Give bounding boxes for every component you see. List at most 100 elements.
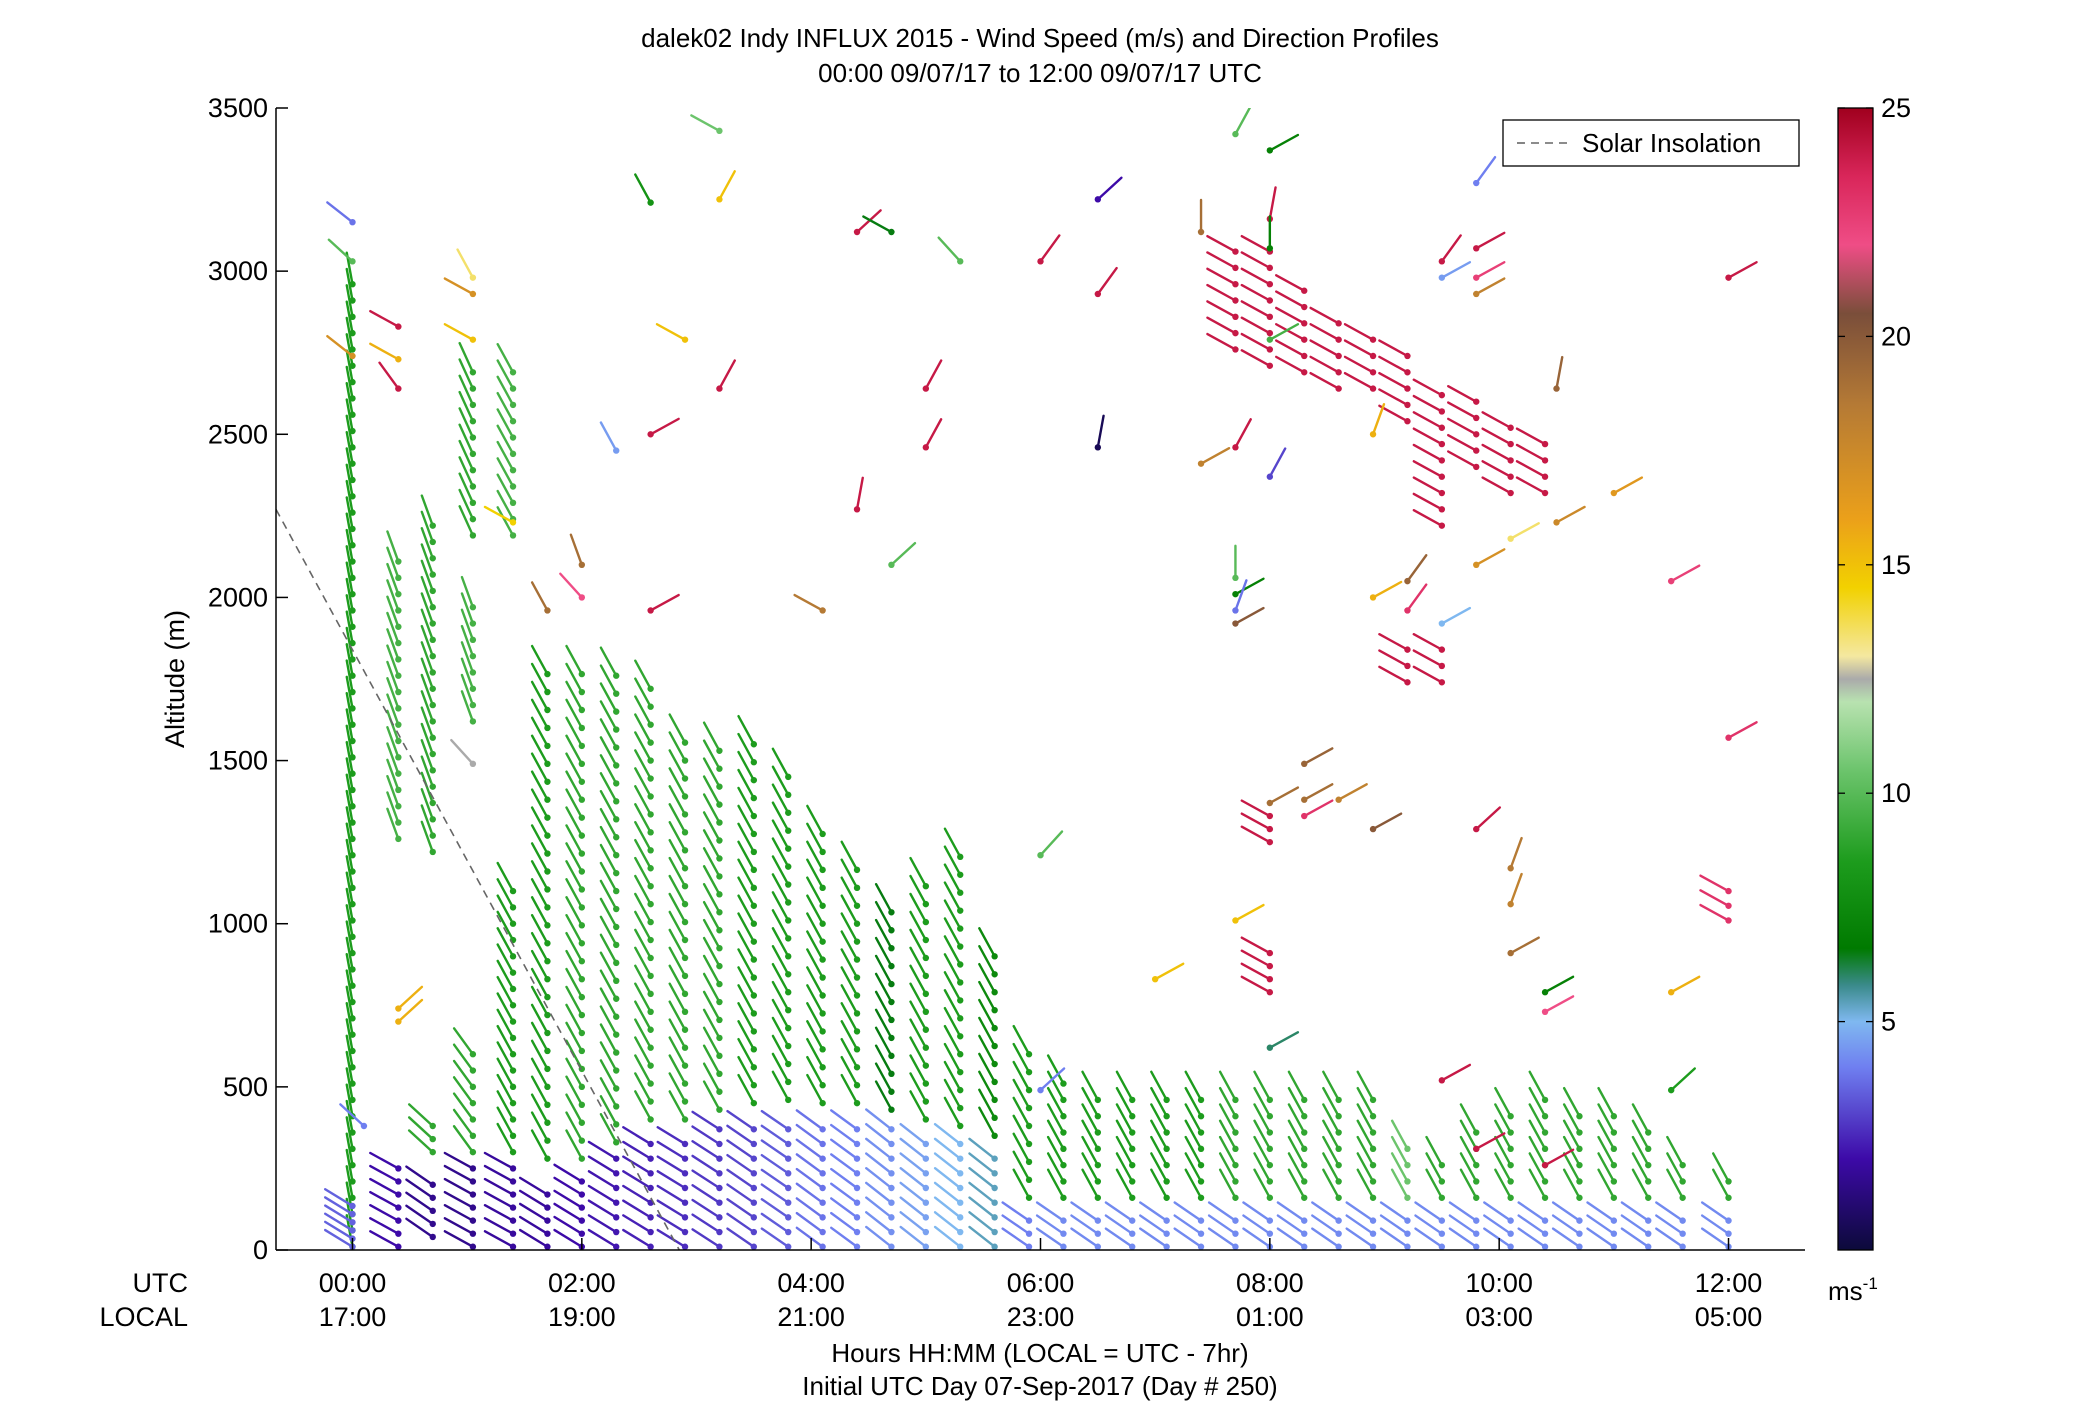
wind-barb-shaft	[496, 992, 515, 1023]
wind-barb-shaft	[1070, 1214, 1100, 1235]
wind-barb-shaft	[1390, 1152, 1409, 1183]
wind-barb-dot	[1060, 1080, 1067, 1087]
wind-barb-shaft	[1425, 1168, 1444, 1199]
wind-barb-shaft	[386, 693, 400, 726]
wind-barb-shaft	[760, 1212, 790, 1234]
wind-barb-shaft	[565, 770, 584, 801]
wind-barb-dot	[469, 466, 477, 474]
wind-barb-dot	[613, 1103, 620, 1110]
wind-barb-shaft	[933, 1167, 962, 1190]
wind-barb-shaft	[386, 791, 400, 824]
wind-barb-shaft	[634, 173, 652, 204]
wind-barb-dot	[750, 938, 758, 945]
wind-barb-dot	[429, 604, 436, 611]
wind-barb-shaft	[587, 1228, 618, 1248]
wind-barb-dot	[853, 884, 861, 892]
wind-barb-shaft	[668, 803, 687, 834]
wind-barb-shaft	[565, 896, 584, 927]
wind-barb-dot	[750, 1170, 758, 1177]
wind-barb-dot	[578, 1011, 586, 1019]
wind-barb-shaft	[496, 878, 515, 909]
wind-barb-shaft	[1046, 1135, 1065, 1167]
wind-barb-dot	[544, 706, 551, 714]
wind-barb-dot	[853, 1082, 861, 1089]
wind-barb-shaft	[806, 1020, 824, 1051]
wind-barb-shaft	[530, 878, 549, 909]
wind-barb-shaft	[565, 1111, 584, 1142]
wind-barb-shaft	[599, 861, 618, 893]
wind-barb-dot	[750, 759, 758, 766]
wind-barb-dot	[578, 1230, 586, 1237]
wind-barb-dot	[1232, 1161, 1239, 1169]
wind-barb-dot	[957, 258, 964, 265]
wind-barb-shaft	[452, 1043, 475, 1072]
wind-barb-dot	[469, 636, 477, 644]
wind-barb-dot	[716, 1016, 723, 1024]
wind-barb-shaft	[668, 874, 687, 906]
wind-barb-dot	[1541, 1161, 1549, 1169]
wind-barb-shaft	[691, 1169, 721, 1190]
wind-barb-shaft	[1483, 1227, 1512, 1248]
wind-barb-dot	[1438, 424, 1446, 431]
wind-barb-shaft	[1287, 1086, 1306, 1118]
wind-barb-shaft	[460, 690, 475, 723]
wind-barb-shaft	[702, 936, 721, 968]
wind-barb-dot	[613, 1228, 620, 1236]
wind-barb-shaft	[1655, 1227, 1684, 1248]
wind-barb-dot	[1301, 1243, 1308, 1250]
wind-barb-shaft	[760, 1153, 790, 1175]
wind-barb-shaft	[978, 1070, 996, 1102]
wind-barb-dot	[991, 1114, 998, 1122]
wind-barb-dot	[957, 1243, 964, 1250]
wind-barb-shaft	[771, 837, 790, 868]
wind-barb-shaft	[405, 1191, 434, 1213]
wind-barb-shaft	[726, 1124, 756, 1146]
wind-barb-shaft	[1551, 1227, 1581, 1248]
wind-barb-shaft	[599, 897, 618, 929]
wind-barb-dot	[544, 1137, 551, 1144]
wind-barb-dot	[785, 1078, 792, 1086]
wind-barb-shaft	[1345, 1201, 1375, 1222]
wind-barb-dot	[1335, 336, 1342, 343]
wind-barb-dot	[544, 688, 551, 696]
wind-barb-shaft	[1309, 323, 1340, 341]
wind-barb-dot	[1301, 1113, 1308, 1120]
wind-barb-shaft	[795, 1226, 824, 1248]
wind-barb-shaft	[668, 749, 687, 780]
wind-barb-shaft	[1551, 1214, 1581, 1235]
wind-barb-dot	[681, 1098, 689, 1105]
wind-barb-dot	[1610, 1194, 1618, 1201]
wind-barb-dot	[613, 887, 620, 895]
wind-barb-shaft	[518, 1176, 549, 1196]
wind-barb-dot	[647, 1155, 654, 1162]
wind-barb-dot	[819, 974, 826, 981]
wind-barb-dot	[613, 672, 620, 679]
wind-barb-dot	[991, 1078, 998, 1086]
wind-barb-shaft	[865, 1181, 893, 1204]
wind-barb-dot	[785, 773, 792, 781]
wind-barb-shaft	[771, 944, 790, 976]
wind-barb-dot	[613, 977, 620, 985]
wind-barb-dot	[1473, 561, 1480, 568]
wind-barb-dot	[613, 1085, 620, 1092]
wind-barb-shaft	[634, 946, 652, 978]
wind-barb-dot	[469, 274, 477, 281]
wind-barb-dot	[469, 669, 477, 676]
wind-barb-dot	[819, 848, 826, 856]
wind-barb-dot	[1266, 473, 1274, 480]
wind-barb-dot	[1301, 1178, 1308, 1185]
wind-barb-dot	[395, 323, 402, 330]
wind-barb-shaft	[691, 1110, 721, 1131]
wind-barb-dot	[957, 1170, 964, 1177]
wind-barb-dot	[1667, 577, 1675, 585]
wind-barb-shaft	[737, 822, 756, 854]
wind-barb-shaft	[1253, 1168, 1272, 1199]
wind-barb-shaft	[458, 423, 475, 456]
wind-barb-dot	[716, 944, 723, 952]
wind-barb-shaft	[1378, 649, 1409, 668]
wind-barb-shaft	[1234, 577, 1265, 596]
wind-barb-dot	[1197, 1113, 1205, 1120]
wind-barb-shaft	[369, 1177, 400, 1196]
wind-barb-shaft	[369, 1230, 400, 1248]
wind-barb-shaft	[530, 1057, 549, 1089]
